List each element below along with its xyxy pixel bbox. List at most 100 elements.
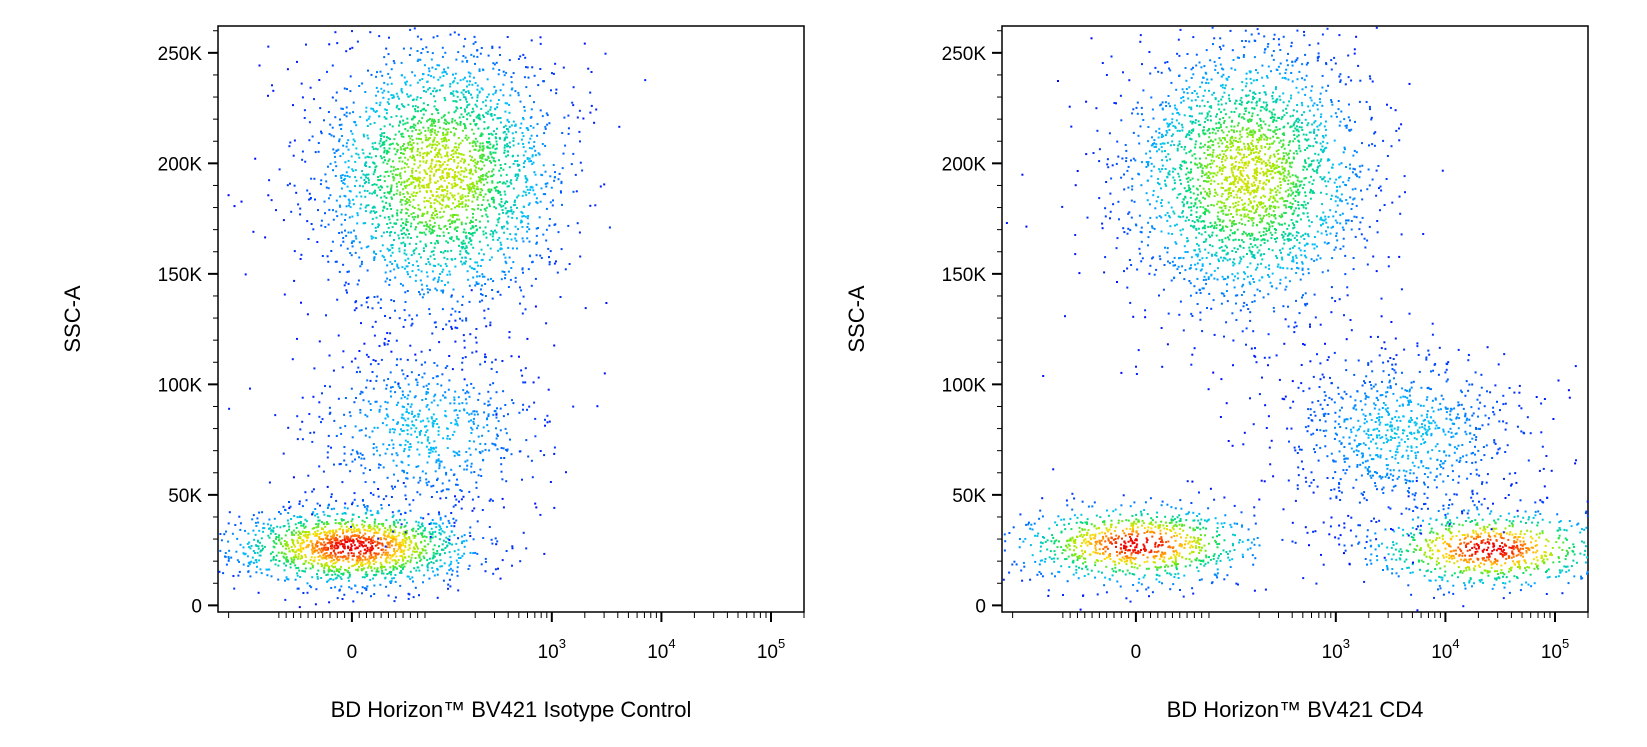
event-dot — [431, 158, 434, 161]
event-dot — [465, 175, 468, 178]
event-dot — [500, 174, 503, 177]
event-dot — [486, 418, 488, 421]
event-dot — [447, 281, 450, 284]
event-dot — [411, 174, 414, 177]
event-dot — [431, 113, 434, 116]
event-dot — [434, 321, 437, 324]
event-dot — [440, 194, 443, 197]
event-dot — [454, 504, 457, 507]
event-dot — [350, 528, 353, 531]
event-dot — [467, 195, 470, 198]
event-dot — [422, 152, 425, 155]
event-dot — [400, 181, 403, 184]
event-dot — [389, 524, 392, 527]
event-dot — [562, 66, 565, 69]
event-dot — [388, 554, 391, 557]
event-dot — [326, 507, 329, 509]
event-dot — [443, 225, 446, 228]
event-dot — [396, 150, 399, 153]
event-dot — [426, 172, 428, 175]
event-dot — [481, 273, 484, 276]
event-dot — [332, 550, 335, 553]
event-dot — [453, 398, 456, 401]
event-dot — [432, 76, 435, 79]
event-dot — [421, 525, 424, 528]
event-dot — [506, 128, 508, 130]
event-dot — [381, 572, 383, 575]
event-dot — [514, 123, 517, 126]
event-dot — [343, 543, 346, 546]
event-dot — [471, 128, 474, 131]
event-dot — [451, 121, 453, 124]
event-dot — [352, 564, 355, 567]
event-dot — [343, 535, 346, 538]
event-dot — [421, 117, 424, 120]
event-dot — [374, 518, 377, 521]
event-dot — [388, 561, 391, 564]
event-dot — [295, 191, 298, 194]
event-dot — [316, 533, 319, 535]
event-dot — [546, 182, 549, 185]
event-dot — [516, 163, 519, 166]
event-dot — [310, 586, 313, 589]
event-dot — [400, 460, 403, 463]
event-dot — [301, 420, 304, 423]
event-dot — [404, 170, 407, 173]
event-dot — [492, 168, 495, 171]
event-dot — [456, 422, 459, 425]
event-dot — [406, 424, 409, 427]
event-dot — [375, 110, 378, 113]
event-dot — [494, 358, 497, 361]
event-dot — [438, 554, 441, 557]
event-dot — [429, 204, 432, 207]
event-dot — [391, 215, 394, 218]
event-dot — [403, 525, 406, 528]
event-dot — [441, 171, 444, 174]
event-dot — [390, 439, 393, 442]
event-dot — [376, 532, 379, 534]
y-tick-label: 250K — [158, 44, 203, 65]
event-dot — [399, 387, 402, 389]
event-dot — [372, 560, 375, 562]
event-dot — [457, 589, 460, 592]
event-dot — [259, 541, 261, 544]
event-dot — [392, 166, 395, 169]
event-dot — [417, 185, 420, 187]
event-dot — [334, 522, 337, 525]
event-dot — [288, 550, 291, 553]
event-dot — [498, 217, 501, 220]
event-dot — [389, 234, 391, 237]
event-dot — [379, 189, 382, 191]
event-dot — [328, 43, 331, 46]
event-dot — [304, 518, 307, 521]
event-dot — [406, 221, 409, 223]
plot-frame — [1001, 25, 1589, 613]
event-dot — [422, 86, 425, 89]
event-dot — [471, 141, 474, 144]
event-dot — [328, 532, 331, 535]
event-dot — [459, 123, 462, 126]
event-dot — [419, 420, 422, 423]
event-dot — [1197, 570, 1200, 573]
event-dot — [478, 114, 481, 117]
event-dot — [454, 206, 457, 209]
event-dot — [365, 427, 367, 430]
event-dot — [289, 566, 292, 569]
event-dot — [539, 68, 542, 70]
event-dot — [422, 247, 425, 250]
event-dot — [534, 149, 537, 152]
event-dot — [491, 361, 494, 364]
event-dot — [318, 340, 321, 343]
event-dot — [434, 470, 437, 473]
event-dot — [539, 42, 542, 45]
event-dot — [461, 540, 464, 543]
event-dot — [1253, 543, 1256, 546]
event-dot — [1094, 576, 1096, 579]
event-dot — [413, 207, 416, 209]
event-dot — [220, 539, 223, 542]
event-dot — [369, 542, 372, 545]
event-dot — [292, 543, 295, 546]
event-dot — [425, 481, 428, 484]
event-dot — [517, 142, 520, 145]
event-dot — [495, 132, 498, 135]
